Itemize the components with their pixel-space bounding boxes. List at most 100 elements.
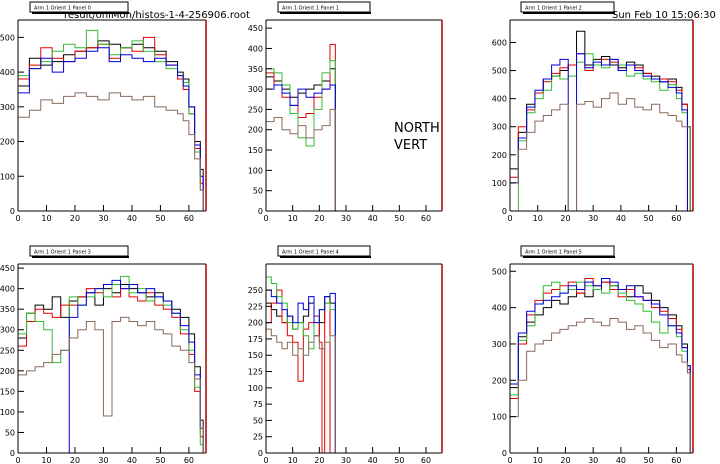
x-tick-label: 20 bbox=[314, 214, 324, 223]
series-green bbox=[265, 276, 338, 454]
file-path-label: result/onlMon/histos-1-4-256906.root bbox=[64, 10, 250, 21]
y-tick-label: 100 bbox=[492, 413, 507, 422]
series-brown bbox=[509, 318, 691, 453]
series-blue bbox=[509, 278, 691, 453]
y-tick-label: 50 bbox=[5, 428, 15, 437]
x-tick-label: 50 bbox=[155, 456, 165, 464]
x-tick-label: 0 bbox=[263, 456, 268, 464]
y-tick-label: 400 bbox=[492, 95, 507, 104]
x-tick-label: 40 bbox=[127, 456, 137, 464]
histogram-panel-0: Arm 1 Orient 1 Panel 0 0 100 200 300 400 500 0 1… bbox=[0, 1, 207, 223]
y-tick-label: 75 bbox=[253, 400, 263, 409]
x-tick-label: 40 bbox=[368, 456, 378, 464]
y-tick-label: 0 bbox=[258, 449, 263, 458]
x-tick-label: 10 bbox=[41, 456, 51, 464]
series-green bbox=[265, 60, 338, 212]
x-tick-label: 0 bbox=[263, 214, 268, 223]
series-blue bbox=[265, 289, 338, 454]
x-tick-label: 10 bbox=[533, 456, 543, 464]
x-tick-label: 0 bbox=[507, 214, 512, 223]
x-tick-label: 60 bbox=[421, 214, 431, 223]
y-tick-label: 175 bbox=[248, 335, 263, 344]
x-tick-label: 40 bbox=[127, 214, 137, 223]
y-tick-label: 100 bbox=[492, 179, 507, 188]
y-tick-label: 0 bbox=[258, 207, 263, 216]
x-tick-label: 60 bbox=[184, 214, 194, 223]
y-tick-label: 50 bbox=[253, 187, 263, 196]
series-green bbox=[17, 29, 206, 212]
x-tick-label: 40 bbox=[616, 456, 626, 464]
series-red bbox=[265, 43, 338, 212]
y-tick-label: 100 bbox=[248, 384, 263, 393]
series-brown bbox=[265, 108, 338, 212]
series-brown bbox=[265, 328, 338, 454]
series-blue bbox=[18, 279, 206, 454]
y-tick-label: 450 bbox=[248, 24, 263, 33]
y-tick-label: 300 bbox=[0, 326, 15, 335]
x-tick-label: 0 bbox=[15, 456, 20, 464]
series-blue bbox=[509, 53, 691, 212]
panel-title: Arm 1 Orient 1 Panel 1 bbox=[282, 6, 339, 12]
y-tick-label: 100 bbox=[248, 166, 263, 175]
series-brown bbox=[17, 92, 206, 212]
x-tick-label: 50 bbox=[644, 214, 654, 223]
x-tick-label: 10 bbox=[41, 214, 51, 223]
x-tick-label: 60 bbox=[421, 456, 431, 464]
y-tick-label: 350 bbox=[248, 65, 263, 74]
y-tick-label: 200 bbox=[492, 151, 507, 160]
y-tick-label: 300 bbox=[0, 103, 15, 112]
panel-title: Arm 1 Orient 1 Panel 2 bbox=[525, 6, 582, 12]
series-black bbox=[509, 281, 691, 453]
panel-title: Arm 1 Orient 1 Panel 0 bbox=[34, 6, 91, 12]
y-tick-label: 500 bbox=[492, 67, 507, 76]
y-tick-label: 600 bbox=[492, 38, 507, 47]
y-tick-label: 300 bbox=[248, 85, 263, 94]
y-tick-label: 500 bbox=[0, 33, 15, 42]
x-tick-label: 50 bbox=[394, 456, 404, 464]
y-tick-label: 225 bbox=[248, 302, 263, 311]
x-tick-label: 20 bbox=[70, 214, 80, 223]
y-tick-label: 200 bbox=[0, 138, 15, 147]
y-tick-label: 150 bbox=[0, 387, 15, 396]
y-tick-label: 250 bbox=[248, 286, 263, 295]
x-tick-label: 60 bbox=[671, 456, 681, 464]
y-tick-label: 450 bbox=[0, 264, 15, 273]
histogram-panel-3: Arm 1 Orient 1 Panel 3050100150200250300… bbox=[0, 245, 207, 464]
y-tick-label: 100 bbox=[0, 172, 15, 181]
x-tick-label: 40 bbox=[368, 214, 378, 223]
x-tick-label: 30 bbox=[341, 456, 351, 464]
panel-title: Arm 1 Orient 1 Panel 3 bbox=[34, 250, 91, 256]
series-blue bbox=[17, 47, 206, 212]
north-annotation: NORTH bbox=[394, 121, 440, 136]
y-tick-label: 0 bbox=[10, 207, 15, 216]
x-tick-label: 20 bbox=[314, 456, 324, 464]
series-black bbox=[265, 68, 338, 212]
x-tick-label: 20 bbox=[560, 456, 570, 464]
x-tick-label: 60 bbox=[184, 456, 194, 464]
y-tick-label: 200 bbox=[248, 126, 263, 135]
x-tick-label: 30 bbox=[588, 214, 598, 223]
timestamp-label: Sun Feb 10 15:06:30 2008 bbox=[612, 10, 720, 21]
y-tick-label: 200 bbox=[248, 319, 263, 328]
x-tick-label: 30 bbox=[588, 456, 598, 464]
y-tick-label: 250 bbox=[0, 346, 15, 355]
x-tick-label: 10 bbox=[288, 456, 298, 464]
x-tick-label: 30 bbox=[341, 214, 351, 223]
series-brown bbox=[17, 316, 206, 454]
histogram-panel-1: Arm 1 Orient 1 Panel 1050100150200250300… bbox=[248, 1, 443, 223]
x-tick-label: 40 bbox=[616, 214, 626, 223]
histogram-panel-2: Arm 1 Orient 1 Panel 2 0 100 200 300 400 500 60… bbox=[492, 1, 694, 223]
x-tick-label: 50 bbox=[394, 214, 404, 223]
x-tick-label: 50 bbox=[155, 214, 165, 223]
y-tick-label: 250 bbox=[248, 105, 263, 114]
y-tick-label: 350 bbox=[0, 305, 15, 314]
y-tick-label: 200 bbox=[0, 367, 15, 376]
y-tick-label: 300 bbox=[492, 123, 507, 132]
x-tick-label: 60 bbox=[671, 214, 681, 223]
y-tick-label: 400 bbox=[492, 304, 507, 313]
y-tick-label: 400 bbox=[248, 44, 263, 53]
y-tick-label: 0 bbox=[502, 449, 507, 458]
x-tick-label: 20 bbox=[70, 456, 80, 464]
y-tick-label: 300 bbox=[492, 340, 507, 349]
